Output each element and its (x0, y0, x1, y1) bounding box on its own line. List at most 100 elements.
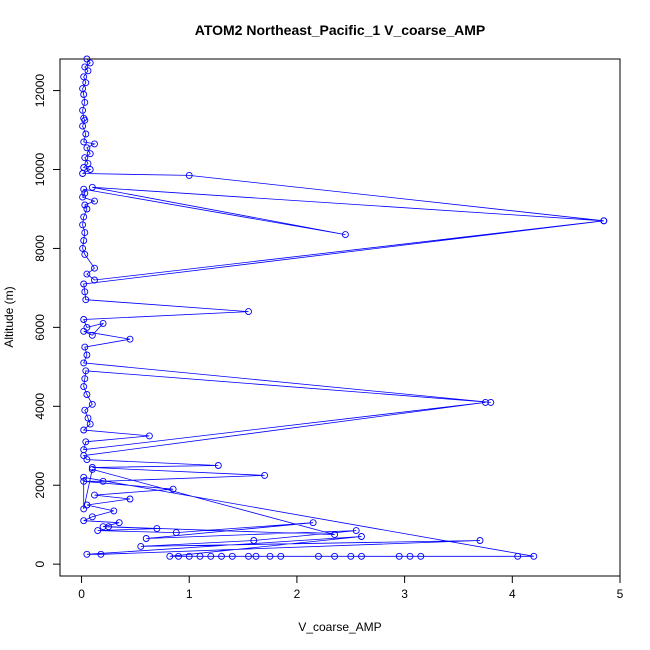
data-point (315, 552, 322, 560)
x-tick-label: 3 (401, 587, 408, 601)
data-point (86, 150, 94, 158)
data-point (266, 552, 274, 560)
x-tick-label: 0 (78, 587, 85, 601)
data-point (81, 201, 89, 209)
data-point (218, 552, 225, 560)
data-point (185, 171, 193, 179)
data-point (142, 535, 150, 542)
data-point (81, 375, 89, 383)
data-point (261, 471, 269, 479)
data-point (86, 166, 94, 173)
data-point (80, 426, 88, 434)
data-point (153, 525, 161, 533)
y-axis: 0 2000 4000 6000 8000 10000 12000 (33, 74, 61, 568)
data-point (331, 552, 339, 560)
data-point (79, 193, 87, 201)
data-point (83, 351, 91, 359)
data-point (91, 197, 98, 205)
data-point (86, 59, 94, 67)
x-tick-label: 2 (294, 587, 301, 601)
chart-title: ATOM2 Northeast_Pacific_1 V_coarse_AMP (195, 22, 486, 38)
data-point (82, 296, 90, 304)
data-point (79, 106, 87, 114)
data-point (81, 343, 89, 351)
data-point (91, 140, 98, 148)
data-point (94, 527, 102, 535)
data-point (99, 319, 107, 327)
x-axis: 0 1 2 3 4 5 (78, 575, 624, 601)
y-tick-label: 12000 (33, 74, 47, 108)
y-tick-label: 6000 (33, 314, 47, 341)
data-point (88, 400, 96, 408)
data-point (110, 507, 118, 515)
data-point (341, 231, 349, 239)
data-point (80, 91, 88, 98)
x-tick-label: 4 (509, 587, 516, 601)
data-point (347, 552, 355, 560)
data-point (81, 229, 89, 237)
data-point (185, 552, 193, 560)
data-point (84, 67, 92, 75)
data-point (196, 552, 204, 560)
y-tick-label: 10000 (33, 152, 47, 186)
data-point (99, 523, 107, 531)
data-point (80, 185, 88, 193)
data-point (80, 473, 88, 481)
data-point (145, 432, 153, 440)
y-tick-label: 0 (33, 561, 47, 568)
data-point (80, 383, 88, 391)
data-point (530, 552, 538, 560)
data-point (81, 154, 89, 162)
data-point (207, 552, 215, 560)
data-point (82, 130, 90, 138)
data-point (172, 529, 180, 537)
data-point (476, 537, 484, 544)
data-point (82, 367, 90, 375)
data-point (84, 414, 92, 422)
data-point (88, 513, 96, 521)
data-point (88, 465, 96, 473)
data-point (309, 519, 317, 527)
data-point (166, 552, 174, 560)
data-point (80, 280, 88, 288)
data-point (105, 523, 112, 531)
data-point (83, 144, 91, 152)
data-point (481, 398, 489, 406)
data-point (126, 495, 134, 503)
plot-frame (59, 58, 621, 577)
data-point (80, 73, 88, 81)
data-point (82, 79, 90, 87)
y-axis-label: Altitude (m) (2, 286, 16, 347)
data-point (80, 138, 88, 146)
data-point (252, 552, 260, 560)
data-point (81, 288, 89, 296)
data-point (81, 189, 89, 197)
x-axis-label: V_coarse_AMP (298, 620, 381, 634)
series-line (82, 58, 604, 557)
y-tick-label: 4000 (33, 393, 47, 420)
data-point (115, 519, 123, 527)
data-point (600, 217, 608, 225)
data-point (358, 552, 365, 560)
data-point (352, 527, 360, 535)
data-point (331, 531, 339, 539)
data-point (99, 477, 107, 485)
data-point (358, 533, 365, 540)
data-point (80, 213, 88, 221)
data-point (126, 335, 134, 343)
data-point (137, 542, 145, 550)
data-point (91, 264, 98, 272)
data-point (91, 491, 98, 499)
data-point (83, 550, 91, 558)
data-point (79, 122, 87, 130)
data-point (91, 276, 98, 284)
data-point (81, 250, 89, 258)
data-point (83, 391, 91, 398)
x-tick-label: 1 (186, 587, 193, 601)
data-point (81, 116, 89, 124)
data-point (83, 270, 91, 278)
data-point (88, 331, 96, 339)
data-point (82, 438, 90, 446)
data-point (406, 552, 414, 560)
